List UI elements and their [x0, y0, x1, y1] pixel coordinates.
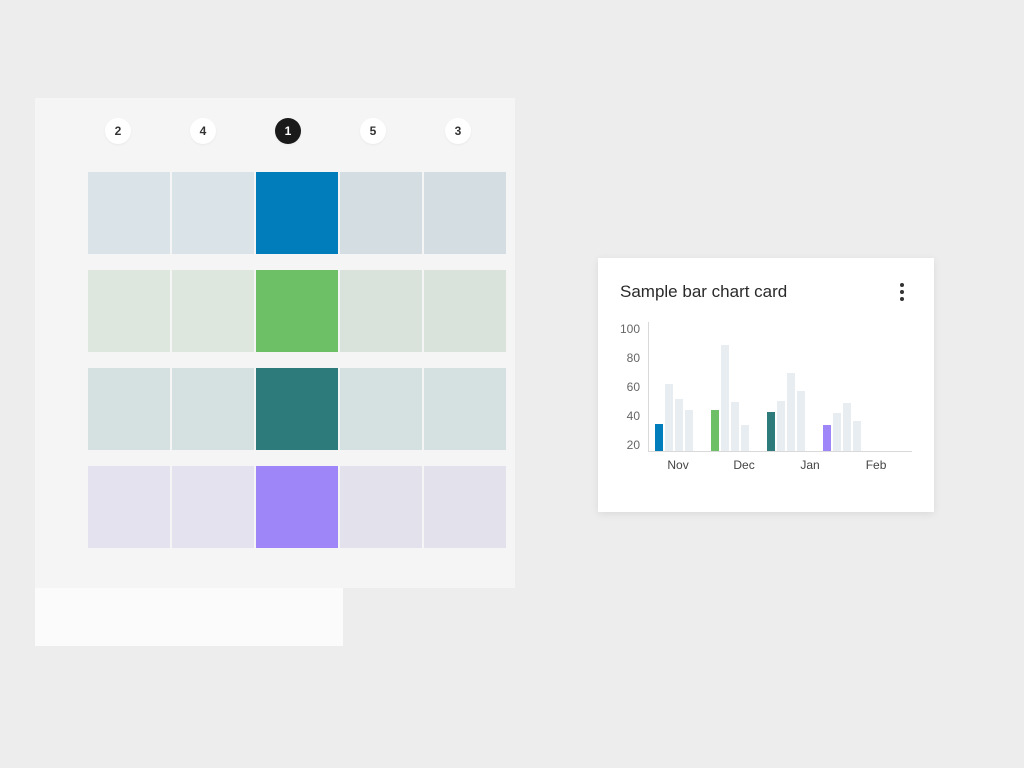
chart-body: 100 80 60 40 20 Nov Dec Jan Feb	[620, 322, 912, 472]
more-options-button[interactable]	[892, 282, 912, 302]
swatch-row	[88, 270, 515, 352]
swatch-row	[88, 172, 515, 254]
color-swatch[interactable]	[256, 270, 338, 352]
color-swatch[interactable]	[340, 172, 422, 254]
bar-group	[767, 373, 805, 451]
palette-tab-3[interactable]: 3	[445, 118, 471, 144]
x-tick-label: Nov	[654, 458, 702, 472]
swatch-row	[88, 466, 515, 548]
x-tick-label: Feb	[852, 458, 900, 472]
color-swatch[interactable]	[340, 270, 422, 352]
bar-ghost	[731, 402, 739, 451]
palette-swatch-rows	[35, 172, 515, 548]
color-swatch[interactable]	[424, 172, 506, 254]
y-tick-label: 20	[627, 438, 640, 452]
color-swatch[interactable]	[172, 172, 254, 254]
bar-ghost	[721, 345, 729, 451]
palette-tab-2[interactable]: 2	[105, 118, 131, 144]
chart-plot	[648, 322, 912, 452]
chart-title: Sample bar chart card	[620, 282, 787, 302]
color-swatch[interactable]	[88, 270, 170, 352]
color-swatch[interactable]	[424, 466, 506, 548]
bar-group	[711, 345, 749, 451]
more-vertical-icon	[900, 283, 904, 287]
color-swatch[interactable]	[88, 368, 170, 450]
swatch-row	[88, 368, 515, 450]
bar-ghost	[665, 384, 673, 451]
y-tick-label: 100	[620, 322, 640, 336]
color-swatch[interactable]	[256, 466, 338, 548]
x-tick-label: Dec	[720, 458, 768, 472]
palette-tab-5[interactable]: 5	[360, 118, 386, 144]
palette-tab-4[interactable]: 4	[190, 118, 216, 144]
chart-x-axis: Nov Dec Jan Feb	[648, 458, 912, 472]
color-swatch[interactable]	[256, 172, 338, 254]
color-swatch[interactable]	[256, 368, 338, 450]
bar-ghost	[853, 421, 861, 451]
bar-ghost	[843, 403, 851, 451]
palette-tab-1[interactable]: 1	[275, 118, 301, 144]
bar-ghost	[741, 425, 749, 451]
color-swatch[interactable]	[172, 368, 254, 450]
bar-ghost	[797, 391, 805, 451]
bar-main	[767, 412, 775, 451]
bar-main	[711, 410, 719, 451]
chart-plot-wrap: Nov Dec Jan Feb	[648, 322, 912, 472]
palette-panel: 2 4 1 5 3	[35, 98, 515, 588]
chart-y-axis: 100 80 60 40 20	[620, 322, 648, 452]
bar-ghost	[685, 410, 693, 451]
y-tick-label: 80	[627, 351, 640, 365]
y-tick-label: 60	[627, 380, 640, 394]
color-swatch[interactable]	[340, 466, 422, 548]
bar-main	[655, 424, 663, 451]
bar-main	[823, 425, 831, 451]
color-swatch[interactable]	[340, 368, 422, 450]
palette-tab-row: 2 4 1 5 3	[35, 118, 515, 144]
color-swatch[interactable]	[172, 466, 254, 548]
bar-ghost	[787, 373, 795, 451]
bar-group	[823, 403, 861, 451]
color-swatch[interactable]	[88, 466, 170, 548]
x-tick-label: Jan	[786, 458, 834, 472]
color-swatch[interactable]	[172, 270, 254, 352]
bar-group	[655, 384, 693, 451]
bar-ghost	[777, 401, 785, 451]
color-swatch[interactable]	[88, 172, 170, 254]
bar-ghost	[833, 413, 841, 451]
color-swatch[interactable]	[424, 368, 506, 450]
chart-card: Sample bar chart card 100 80 60 40 20 Nov Dec…	[598, 258, 934, 512]
y-tick-label: 40	[627, 409, 640, 423]
bar-ghost	[675, 399, 683, 451]
chart-header: Sample bar chart card	[620, 282, 912, 302]
color-swatch[interactable]	[424, 270, 506, 352]
